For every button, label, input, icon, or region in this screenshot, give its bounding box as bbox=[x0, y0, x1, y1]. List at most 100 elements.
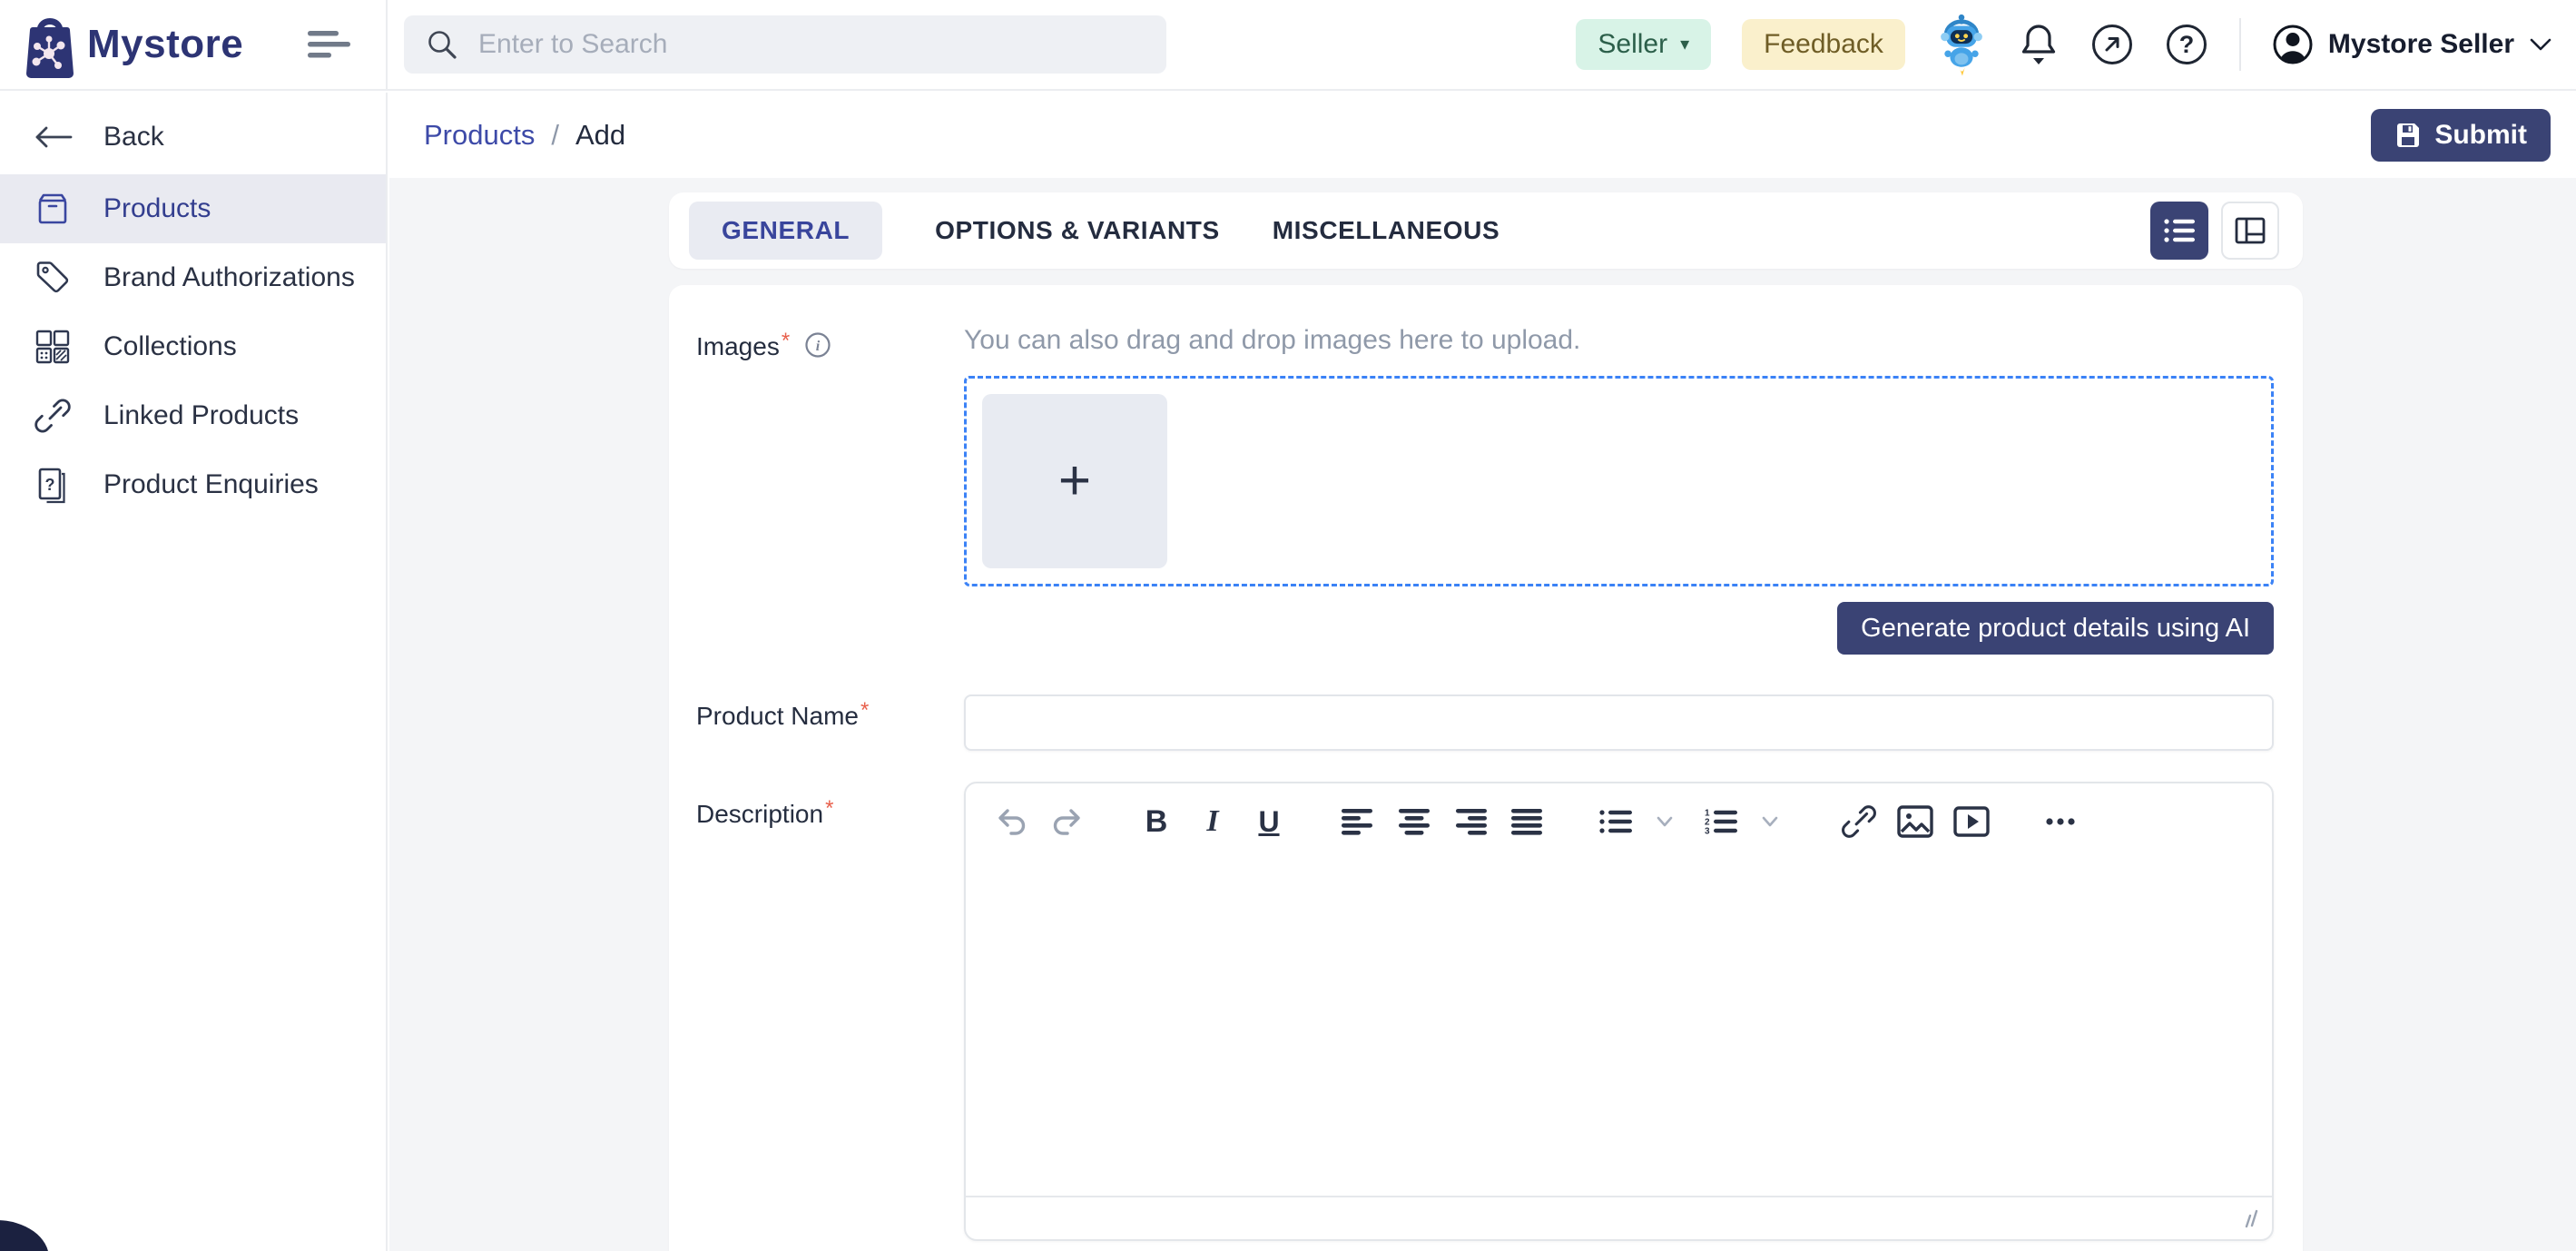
help-icon[interactable]: ? bbox=[2165, 23, 2208, 66]
account-menu[interactable]: Mystore Seller bbox=[2272, 24, 2552, 65]
breadcrumb: Products / Add bbox=[424, 119, 625, 152]
search-input[interactable] bbox=[478, 29, 1145, 60]
sidebar-item-label: Product Enquiries bbox=[103, 469, 319, 499]
avatar-icon bbox=[2272, 24, 2314, 65]
plus-icon: + bbox=[1057, 449, 1092, 512]
tab-miscellaneous[interactable]: MISCELLANEOUS bbox=[1272, 216, 1500, 244]
add-image-tile[interactable]: + bbox=[982, 394, 1167, 568]
italic-icon[interactable]: I bbox=[1189, 798, 1236, 845]
info-icon[interactable]: i bbox=[804, 331, 831, 359]
underline-icon[interactable]: U bbox=[1245, 798, 1293, 845]
share-export-icon[interactable] bbox=[2090, 23, 2134, 66]
required-marker: * bbox=[860, 698, 870, 723]
main-content: Products / Add Submit GENERAL bbox=[389, 93, 2576, 1251]
save-floppy-icon bbox=[2394, 122, 2422, 149]
align-center-icon[interactable] bbox=[1391, 798, 1438, 845]
svg-text:1: 1 bbox=[1705, 809, 1710, 819]
tab-options-variants[interactable]: OPTIONS & VARIANTS bbox=[935, 216, 1220, 244]
feedback-label: Feedback bbox=[1764, 29, 1883, 59]
link-chain-icon bbox=[33, 397, 73, 435]
sidebar-item-label: Collections bbox=[103, 331, 237, 361]
product-name-row: Product Name* bbox=[696, 694, 2303, 751]
sidebar-item-label: Brand Authorizations bbox=[103, 262, 355, 292]
breadcrumb-bar: Products / Add Submit bbox=[389, 93, 2576, 178]
list-view-toggle[interactable] bbox=[2150, 202, 2208, 260]
sidebar-item-products[interactable]: Products bbox=[0, 174, 386, 243]
general-form-card: Images* i You can also drag and drop ima… bbox=[669, 285, 2303, 1251]
seller-label: Seller bbox=[1598, 29, 1668, 59]
editor-footer bbox=[966, 1196, 2272, 1239]
breadcrumb-products-link[interactable]: Products bbox=[424, 119, 536, 151]
workspace: GENERAL OPTIONS & VARIANTS MISCELLANEOUS bbox=[389, 192, 2576, 1251]
collections-grid-icon bbox=[33, 328, 73, 366]
notifications-bell-icon[interactable] bbox=[2018, 22, 2060, 67]
drag-drop-hint: You can also drag and drop images here t… bbox=[964, 325, 1581, 355]
sidebar-item-label: Linked Products bbox=[103, 400, 300, 430]
account-name: Mystore Seller bbox=[2327, 29, 2514, 59]
tabs-card: GENERAL OPTIONS & VARIANTS MISCELLANEOUS bbox=[669, 192, 2303, 269]
description-row: Description* bbox=[696, 782, 2303, 1241]
brand-name: Mystore bbox=[87, 22, 244, 66]
numbered-list-chevron-icon[interactable] bbox=[1746, 798, 1794, 845]
product-name-input[interactable] bbox=[964, 694, 2274, 751]
images-row: Images* i You can also drag and drop ima… bbox=[696, 325, 2303, 655]
align-justify-icon[interactable] bbox=[1503, 798, 1550, 845]
brand-zone: Mystore bbox=[0, 0, 388, 89]
resize-grip-icon[interactable] bbox=[2241, 1207, 2261, 1229]
breadcrumb-current: Add bbox=[575, 119, 626, 151]
tab-general[interactable]: GENERAL bbox=[689, 202, 883, 260]
insert-video-icon[interactable] bbox=[1948, 798, 1995, 845]
chatbot-assistant-icon[interactable] bbox=[1936, 13, 1987, 76]
undo-icon[interactable] bbox=[988, 798, 1035, 845]
sidebar-item-label: Products bbox=[103, 193, 211, 223]
required-marker: * bbox=[781, 329, 791, 353]
package-box-icon bbox=[33, 190, 73, 228]
search-icon bbox=[426, 28, 458, 61]
view-toggles bbox=[2150, 202, 2279, 260]
align-left-icon[interactable] bbox=[1334, 798, 1381, 845]
sidebar-item-product-enquiries[interactable]: ? Product Enquiries bbox=[0, 450, 386, 519]
description-editable-area[interactable] bbox=[966, 860, 2272, 1196]
more-options-icon[interactable] bbox=[2037, 798, 2084, 845]
arrow-left-icon bbox=[33, 126, 73, 148]
bullet-list-chevron-icon[interactable] bbox=[1641, 798, 1688, 845]
editor-toolbar: B I U bbox=[966, 783, 2272, 860]
redo-icon[interactable] bbox=[1044, 798, 1091, 845]
insert-image-icon[interactable] bbox=[1892, 798, 1939, 845]
align-right-icon[interactable] bbox=[1447, 798, 1494, 845]
svg-text:3: 3 bbox=[1705, 827, 1710, 837]
seller-role-dropdown[interactable]: Seller ▾ bbox=[1576, 19, 1712, 70]
images-field: You can also drag and drop images here t… bbox=[964, 325, 2274, 655]
enquiry-page-icon: ? bbox=[33, 466, 73, 504]
sidebar-back-button[interactable]: Back bbox=[0, 100, 386, 174]
description-editor: B I U bbox=[964, 782, 2274, 1241]
images-label: Images* bbox=[696, 329, 791, 360]
description-label: Description* bbox=[696, 796, 834, 828]
feedback-button[interactable]: Feedback bbox=[1742, 19, 1905, 70]
insert-link-icon[interactable] bbox=[1835, 798, 1883, 845]
sidebar-item-collections[interactable]: Collections bbox=[0, 312, 386, 381]
brand-logo[interactable]: Mystore bbox=[25, 9, 243, 80]
breadcrumb-separator: / bbox=[551, 119, 559, 151]
bold-icon[interactable]: B bbox=[1133, 798, 1180, 845]
sidebar-item-linked-products[interactable]: Linked Products bbox=[0, 381, 386, 450]
product-name-label: Product Name* bbox=[696, 698, 870, 730]
global-search bbox=[404, 15, 1166, 74]
sidebar-back-label: Back bbox=[103, 122, 164, 152]
hamburger-menu-icon[interactable] bbox=[304, 24, 355, 65]
tag-icon bbox=[33, 259, 73, 297]
bullet-list-icon[interactable] bbox=[1592, 798, 1639, 845]
caret-down-icon: ▾ bbox=[1680, 34, 1690, 54]
shopping-bag-logo-icon bbox=[25, 9, 74, 80]
chevron-down-icon bbox=[2529, 37, 2552, 52]
sidebar-item-brand-authorizations[interactable]: Brand Authorizations bbox=[0, 243, 386, 312]
panel-layout-toggle[interactable] bbox=[2221, 202, 2279, 260]
svg-text:i: i bbox=[816, 339, 821, 354]
image-dropzone[interactable]: + bbox=[964, 376, 2274, 586]
svg-text:2: 2 bbox=[1705, 818, 1710, 828]
generate-ai-button[interactable]: Generate product details using AI bbox=[1837, 602, 2274, 655]
submit-button[interactable]: Submit bbox=[2371, 109, 2551, 162]
header-divider bbox=[2238, 18, 2241, 71]
